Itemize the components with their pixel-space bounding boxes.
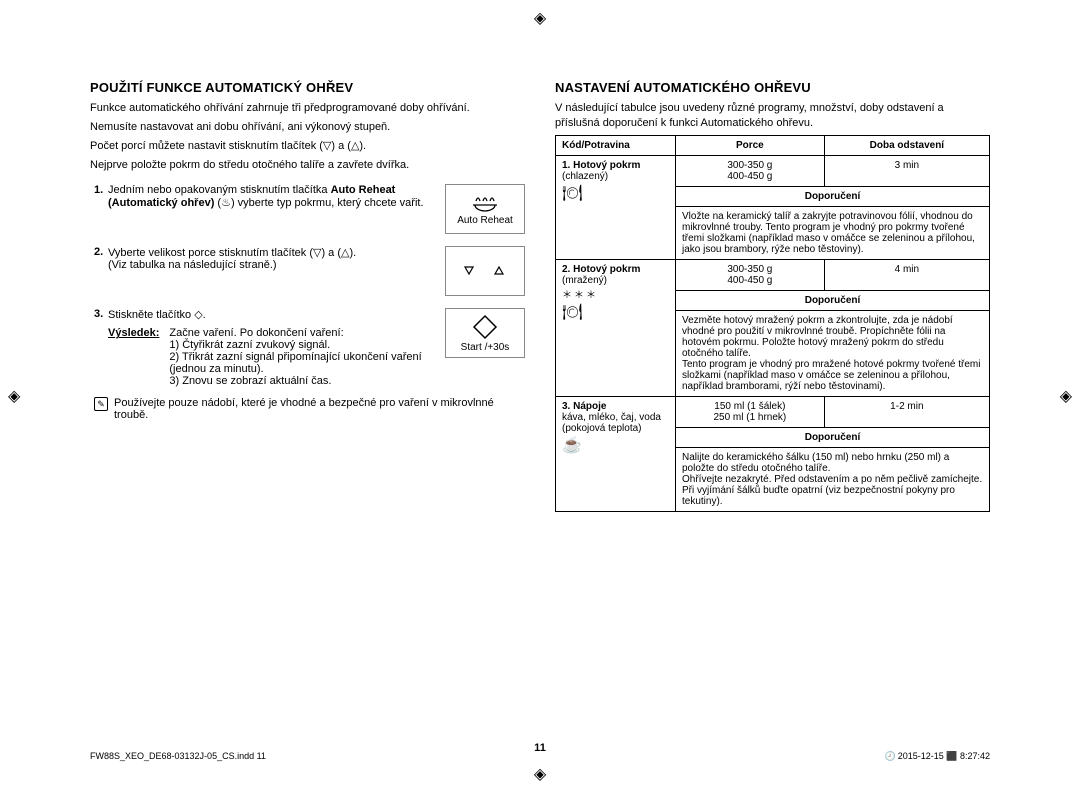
footer-right: 🕗2015-12-15 ⬛ 8:27:42 bbox=[885, 751, 991, 762]
result-item-3: 3) Znovu se zobrazí aktuální čas. bbox=[169, 375, 429, 387]
note-icon: ✎ bbox=[94, 397, 108, 411]
time-cell: 1-2 min bbox=[824, 396, 989, 427]
time-cell: 4 min bbox=[824, 259, 989, 290]
step-number: 3. bbox=[90, 308, 108, 387]
th-rec: Doporučení bbox=[676, 186, 990, 206]
right-column: NASTAVENÍ AUTOMATICKÉHO OHŘEVU V následu… bbox=[555, 80, 990, 732]
step-2-text-b: (Viz tabulka na následující straně.) bbox=[108, 259, 277, 271]
footer-right-text: 2015-12-15 ⬛ 8:27:42 bbox=[898, 751, 990, 761]
footer: FW88S_XEO_DE68-03132J-05_CS.indd 11 🕗201… bbox=[90, 751, 990, 762]
intro-3: Počet porcí můžete nastavit stisknutím t… bbox=[90, 139, 525, 154]
registration-mark-left: ◈ bbox=[8, 386, 20, 406]
registration-mark-bottom: ◈ bbox=[534, 764, 546, 784]
intro-2: Nemusíte nastavovat ani dobu ohřívání, a… bbox=[90, 120, 525, 135]
rec-cell: Vezměte hotový mražený pokrm a zkontrolu… bbox=[676, 310, 990, 396]
th-code: Kód/Potravina bbox=[556, 135, 676, 155]
code-cell: 3. Nápojekáva, mléko, čaj, voda (pokojov… bbox=[556, 396, 676, 511]
start-button-icon: Start /+30s bbox=[445, 308, 525, 358]
portion-cell: 300-350 g400-450 g bbox=[676, 155, 825, 186]
auto-reheat-button-icon: Auto Reheat bbox=[445, 184, 525, 234]
intro-4: Nejprve položte pokrm do středu otočného… bbox=[90, 158, 525, 173]
step-3-text: Stiskněte tlačítko ◇. bbox=[108, 309, 206, 321]
left-heading: POUŽITÍ FUNKCE AUTOMATICKÝ OHŘEV bbox=[90, 80, 525, 95]
result-intro: Začne vaření. Po dokončení vaření: bbox=[169, 327, 343, 339]
note-text: Používejte pouze nádobí, které je vhodné… bbox=[114, 397, 525, 421]
registration-mark-top: ◈ bbox=[534, 8, 546, 28]
r2: Třikrát zazní signál připomínající ukonč… bbox=[169, 351, 421, 375]
code-cell: 2. Hotový pokrm(mražený)＊＊＊🍽 bbox=[556, 259, 676, 396]
step-1: 1. Jedním nebo opakovaným stisknutím tla… bbox=[90, 184, 525, 234]
start-label: Start /+30s bbox=[461, 342, 510, 353]
step-1-body: Jedním nebo opakovaným stisknutím tlačít… bbox=[108, 184, 439, 234]
right-intro: V následující tabulce jsou uvedeny různé… bbox=[555, 101, 990, 131]
time-cell: 3 min bbox=[824, 155, 989, 186]
rec-cell: Vložte na keramický talíř a zakryjte pot… bbox=[676, 206, 990, 259]
step-number: 1. bbox=[90, 184, 108, 234]
portion-buttons-icon bbox=[445, 246, 525, 296]
result-label: Výsledek: bbox=[108, 327, 159, 387]
portion-cell: 150 ml (1 šálek)250 ml (1 hrnek) bbox=[676, 396, 825, 427]
result-item-1: 1) Čtyřikrát zazní zvukový signál. bbox=[169, 339, 429, 351]
step-number: 2. bbox=[90, 246, 108, 296]
portion-cell: 300-350 g400-450 g bbox=[676, 259, 825, 290]
th-portion: Porce bbox=[676, 135, 825, 155]
step-2-text-a: Vyberte velikost porce stisknutím tlačít… bbox=[108, 247, 356, 259]
result-body: Začne vaření. Po dokončení vaření: 1) Čt… bbox=[169, 327, 429, 387]
r1: Čtyřikrát zazní zvukový signál. bbox=[182, 339, 330, 351]
registration-mark-right: ◈ bbox=[1060, 386, 1072, 406]
intro-1: Funkce automatického ohřívání zahrnuje t… bbox=[90, 101, 525, 116]
result-row: Výsledek: Začne vaření. Po dokončení vař… bbox=[108, 327, 429, 387]
th-rec: Doporučení bbox=[676, 427, 990, 447]
code-cell: 1. Hotový pokrm(chlazený)🍽 bbox=[556, 155, 676, 259]
left-column: POUŽITÍ FUNKCE AUTOMATICKÝ OHŘEV Funkce … bbox=[90, 80, 525, 732]
step-3: 3. Stiskněte tlačítko ◇. Výsledek: Začne… bbox=[90, 308, 525, 387]
th-time: Doba odstavení bbox=[824, 135, 989, 155]
note: ✎ Používejte pouze nádobí, které je vhod… bbox=[90, 397, 525, 421]
step-1-text-c: (♨) vyberte typ pokrmu, který chcete vař… bbox=[217, 197, 423, 209]
page-content: POUŽITÍ FUNKCE AUTOMATICKÝ OHŘEV Funkce … bbox=[90, 80, 990, 732]
rec-cell: Nalijte do keramického šálku (150 ml) ne… bbox=[676, 447, 990, 511]
step-2-body: Vyberte velikost porce stisknutím tlačít… bbox=[108, 246, 439, 296]
step-2: 2. Vyberte velikost porce stisknutím tla… bbox=[90, 246, 525, 296]
steam-dish-icon bbox=[470, 193, 500, 213]
step-1-text-a: Jedním nebo opakovaným stisknutím tlačít… bbox=[108, 184, 328, 196]
footer-left: FW88S_XEO_DE68-03132J-05_CS.indd 11 bbox=[90, 751, 266, 762]
right-heading: NASTAVENÍ AUTOMATICKÉHO OHŘEVU bbox=[555, 80, 990, 95]
th-rec: Doporučení bbox=[676, 290, 990, 310]
down-up-triangles-icon bbox=[455, 261, 515, 281]
result-item-2: 2) Třikrát zazní signál připomínající uk… bbox=[169, 351, 429, 375]
reheat-table: Kód/Potravina Porce Doba odstavení 1. Ho… bbox=[555, 135, 990, 512]
step-3-body: Stiskněte tlačítko ◇. Výsledek: Začne va… bbox=[108, 308, 439, 387]
diamond-icon bbox=[472, 314, 498, 340]
r3: Znovu se zobrazí aktuální čas. bbox=[182, 375, 331, 387]
auto-reheat-label: Auto Reheat bbox=[457, 215, 513, 226]
